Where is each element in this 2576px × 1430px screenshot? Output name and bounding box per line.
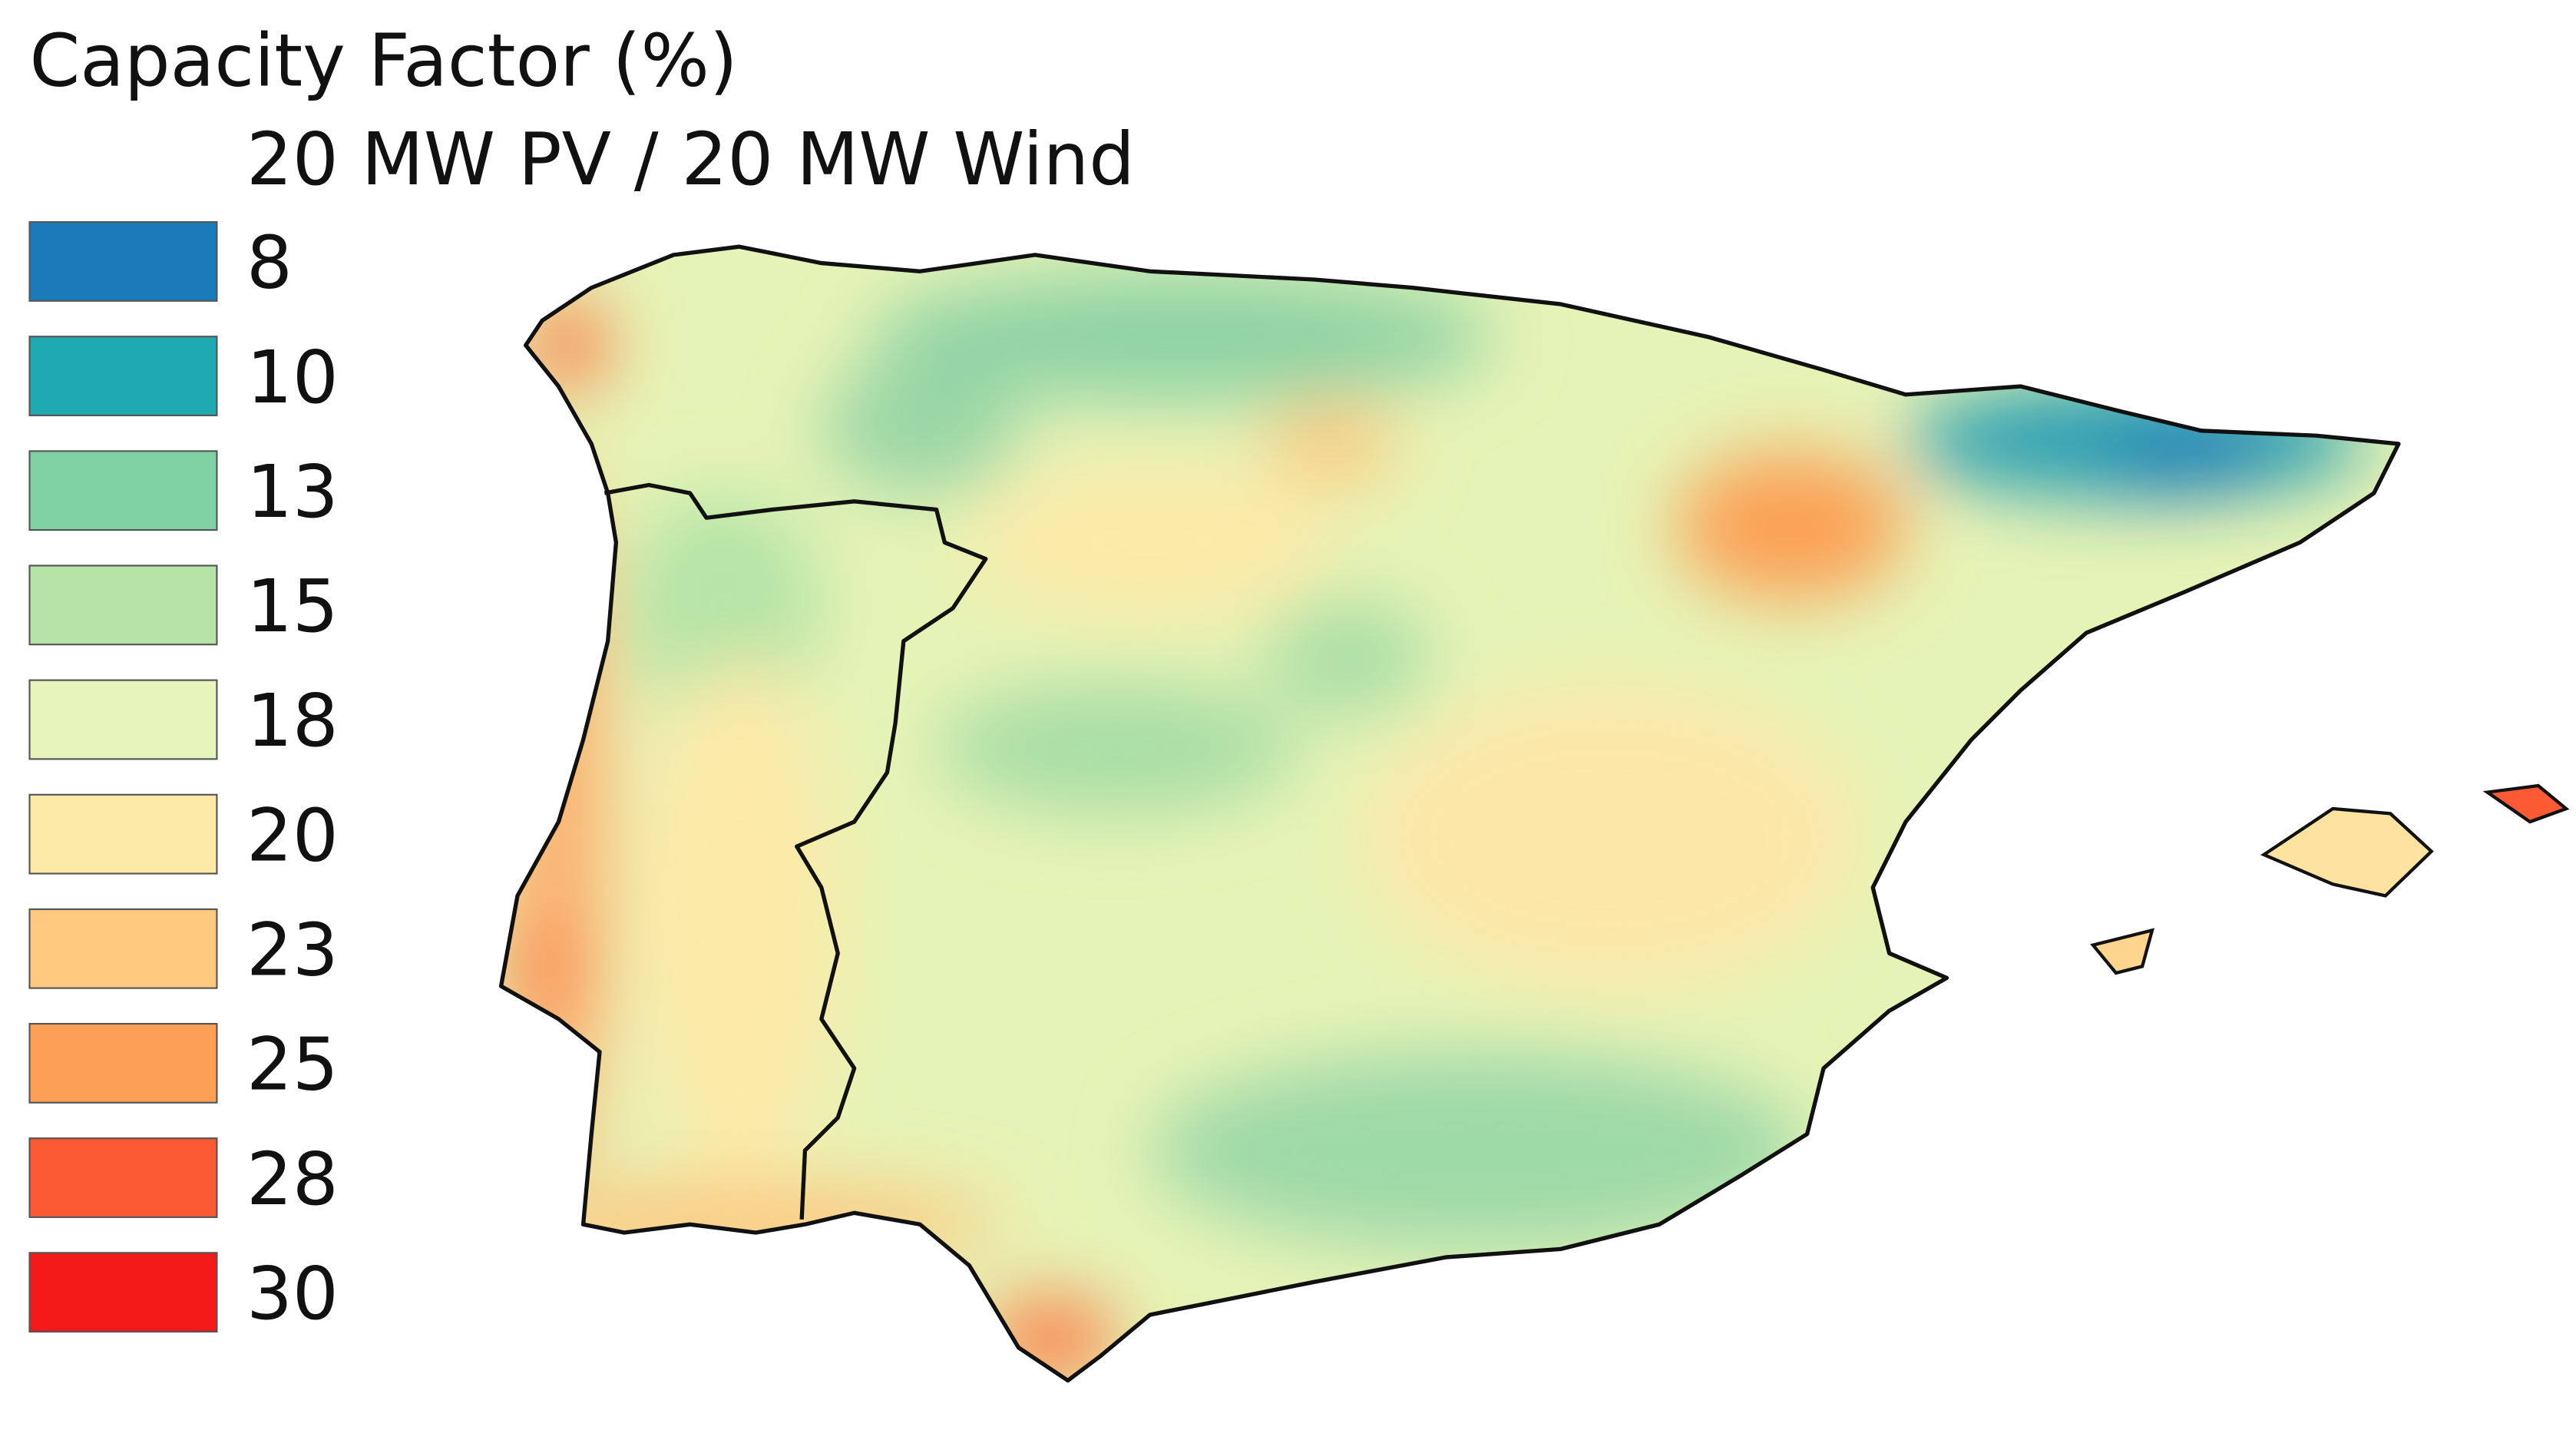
legend: 8 10 13 15 18 20 23 25 28 30 — [28, 221, 339, 1336]
legend-swatch — [28, 1137, 218, 1218]
legend-label: 25 — [246, 1024, 339, 1107]
legend-swatch — [28, 564, 218, 646]
legend-swatch — [28, 908, 218, 989]
mallorca — [2260, 806, 2434, 898]
legend-label: 30 — [246, 1253, 339, 1336]
coastline — [498, 244, 2401, 1383]
legend-swatch — [28, 1252, 218, 1333]
map-subtitle: 20 MW PV / 20 MW Wind — [246, 118, 1135, 202]
legend-label: 20 — [246, 794, 339, 878]
portugal-border — [603, 482, 988, 1220]
legend-label: 8 — [246, 222, 293, 306]
legend-label: 18 — [246, 680, 339, 763]
legend-swatch — [28, 1022, 218, 1104]
map-title: Capacity Factor (%) — [30, 20, 738, 104]
legend-label: 10 — [246, 336, 339, 420]
legend-swatch — [28, 450, 218, 531]
legend-swatch — [28, 679, 218, 760]
menorca — [2482, 783, 2570, 824]
legend-label: 23 — [246, 909, 339, 992]
ibiza — [2090, 928, 2154, 975]
legend-label: 28 — [246, 1138, 339, 1222]
capacity-raster — [501, 247, 2399, 1381]
legend-label: 13 — [246, 451, 339, 535]
legend-swatch — [28, 336, 218, 417]
legend-swatch — [28, 221, 218, 302]
legend-swatch — [28, 793, 218, 875]
legend-label: 15 — [246, 565, 339, 649]
